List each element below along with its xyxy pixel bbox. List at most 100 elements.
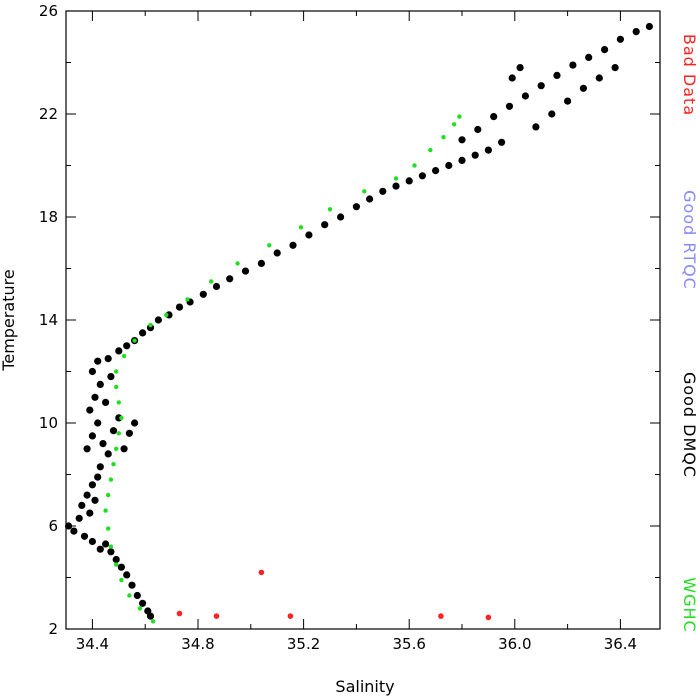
good-dmqc-point — [289, 241, 297, 249]
good-dmqc-point — [96, 380, 104, 388]
y-tick-label: 10 — [39, 414, 58, 432]
good-dmqc-point — [117, 563, 125, 571]
y-axis-title: Temperature — [0, 269, 18, 371]
good-dmqc-point — [611, 64, 619, 72]
legend-entry-bad-data: Bad Data — [680, 34, 699, 116]
y-tick-label: 26 — [39, 2, 58, 20]
wghc-point — [119, 415, 124, 421]
good-dmqc-point — [102, 398, 110, 406]
wghc-point — [111, 462, 116, 467]
y-tick-label: 14 — [39, 311, 58, 329]
x-axis: 34.4 34.8 35.2 35.6 36.0 36.4 — [76, 11, 637, 653]
good-dmqc-point — [80, 532, 89, 540]
good-dmqc-point — [94, 419, 102, 427]
wghc-point — [119, 577, 124, 583]
good-dmqc-point — [585, 53, 593, 62]
good-dmqc-point — [548, 110, 556, 118]
good-dmqc-point — [458, 156, 466, 164]
wghc-point — [267, 243, 272, 248]
good-dmqc-point — [78, 501, 86, 509]
wghc-point — [185, 297, 190, 302]
good-dmqc-point — [569, 61, 577, 69]
bad-data-point — [438, 613, 444, 619]
good-dmqc-point — [564, 97, 572, 105]
wghc-point — [114, 562, 119, 567]
good-dmqc-point — [579, 84, 588, 92]
good-dmqc-point — [88, 481, 96, 489]
good-dmqc-point — [83, 445, 91, 453]
good-dmqc-point — [91, 496, 99, 504]
good-dmqc-point — [75, 514, 83, 522]
good-dmqc-point — [96, 463, 104, 471]
wghc-point — [362, 189, 367, 194]
x-tick-label: 35.2 — [287, 635, 320, 653]
good-dmqc-point — [645, 22, 654, 31]
good-dmqc-point — [70, 527, 78, 535]
good-dmqc-point — [115, 347, 123, 355]
wghc-point — [114, 369, 119, 374]
good-dmqc-point — [109, 427, 118, 435]
good-dmqc-point — [241, 267, 250, 275]
good-dmqc-point — [474, 125, 482, 134]
y-tick-label: 2 — [48, 620, 58, 638]
good-dmqc-point — [458, 136, 466, 144]
good-dmqc-point — [139, 329, 147, 337]
wghc-point — [235, 261, 240, 266]
wghc-point — [127, 593, 132, 598]
good-dmqc-point — [107, 373, 115, 381]
good-dmqc-point — [123, 571, 131, 579]
good-dmqc-point — [96, 545, 104, 553]
good-dmqc-point — [86, 406, 94, 414]
x-tick-label: 35.6 — [392, 635, 425, 653]
good-dmqc-point — [553, 71, 561, 79]
good-dmqc-point — [123, 342, 131, 350]
good-dmqc-point — [65, 522, 73, 530]
good-dmqc-point — [88, 537, 96, 546]
legend: Bad Data Good RTQC Good DMQC WGHC — [680, 34, 699, 633]
good-dmqc-point — [88, 432, 96, 440]
good-dmqc-point — [616, 35, 625, 43]
good-dmqc-point — [392, 182, 400, 190]
good-dmqc-point — [131, 419, 139, 427]
wghc-point — [106, 526, 111, 531]
legend-entry-wghc: WGHC — [680, 577, 699, 632]
wghc-point — [298, 225, 304, 230]
good-dmqc-point — [226, 275, 234, 283]
x-tick-label: 34.4 — [76, 635, 109, 653]
bad-data-point — [287, 613, 294, 619]
good-dmqc-point — [321, 221, 329, 229]
good-dmqc-point — [91, 393, 99, 401]
x-tick-label: 34.8 — [181, 635, 214, 653]
good-dmqc-point — [490, 113, 498, 121]
y-tick-label: 6 — [48, 517, 58, 535]
good-dmqc-point — [508, 74, 516, 82]
good-dmqc-point — [146, 612, 155, 620]
good-dmqc-point — [471, 151, 479, 159]
good-dmqc-point — [86, 509, 94, 517]
good-dmqc-point — [418, 172, 426, 180]
good-dmqc-point — [104, 450, 112, 458]
good-dmqc-point — [154, 316, 162, 324]
good-dmqc-point — [99, 440, 107, 448]
good-dmqc-point — [128, 581, 136, 589]
good-dmqc-point — [405, 177, 413, 185]
good-dmqc-point — [175, 303, 184, 311]
x-axis-title: Salinity — [335, 677, 394, 696]
good-dmqc-point — [445, 161, 453, 170]
good-dmqc-point — [537, 82, 545, 90]
good-dmqc-point — [139, 599, 147, 607]
good-dmqc-point — [273, 249, 281, 257]
legend-entry-good-rtqc: Good RTQC — [680, 190, 699, 290]
good-dmqc-point — [83, 491, 91, 499]
good-dmqc-point — [120, 445, 128, 453]
y-tick-label: 18 — [39, 208, 58, 226]
good-dmqc-point — [601, 46, 609, 54]
wghc-point — [451, 122, 457, 127]
wghc-point — [121, 353, 127, 359]
good-dmqc-point — [102, 540, 110, 548]
wghc-point — [327, 207, 333, 212]
good-dmqc-point — [88, 367, 96, 376]
good-dmqc-point — [94, 473, 102, 481]
good-dmqc-point — [516, 64, 524, 72]
